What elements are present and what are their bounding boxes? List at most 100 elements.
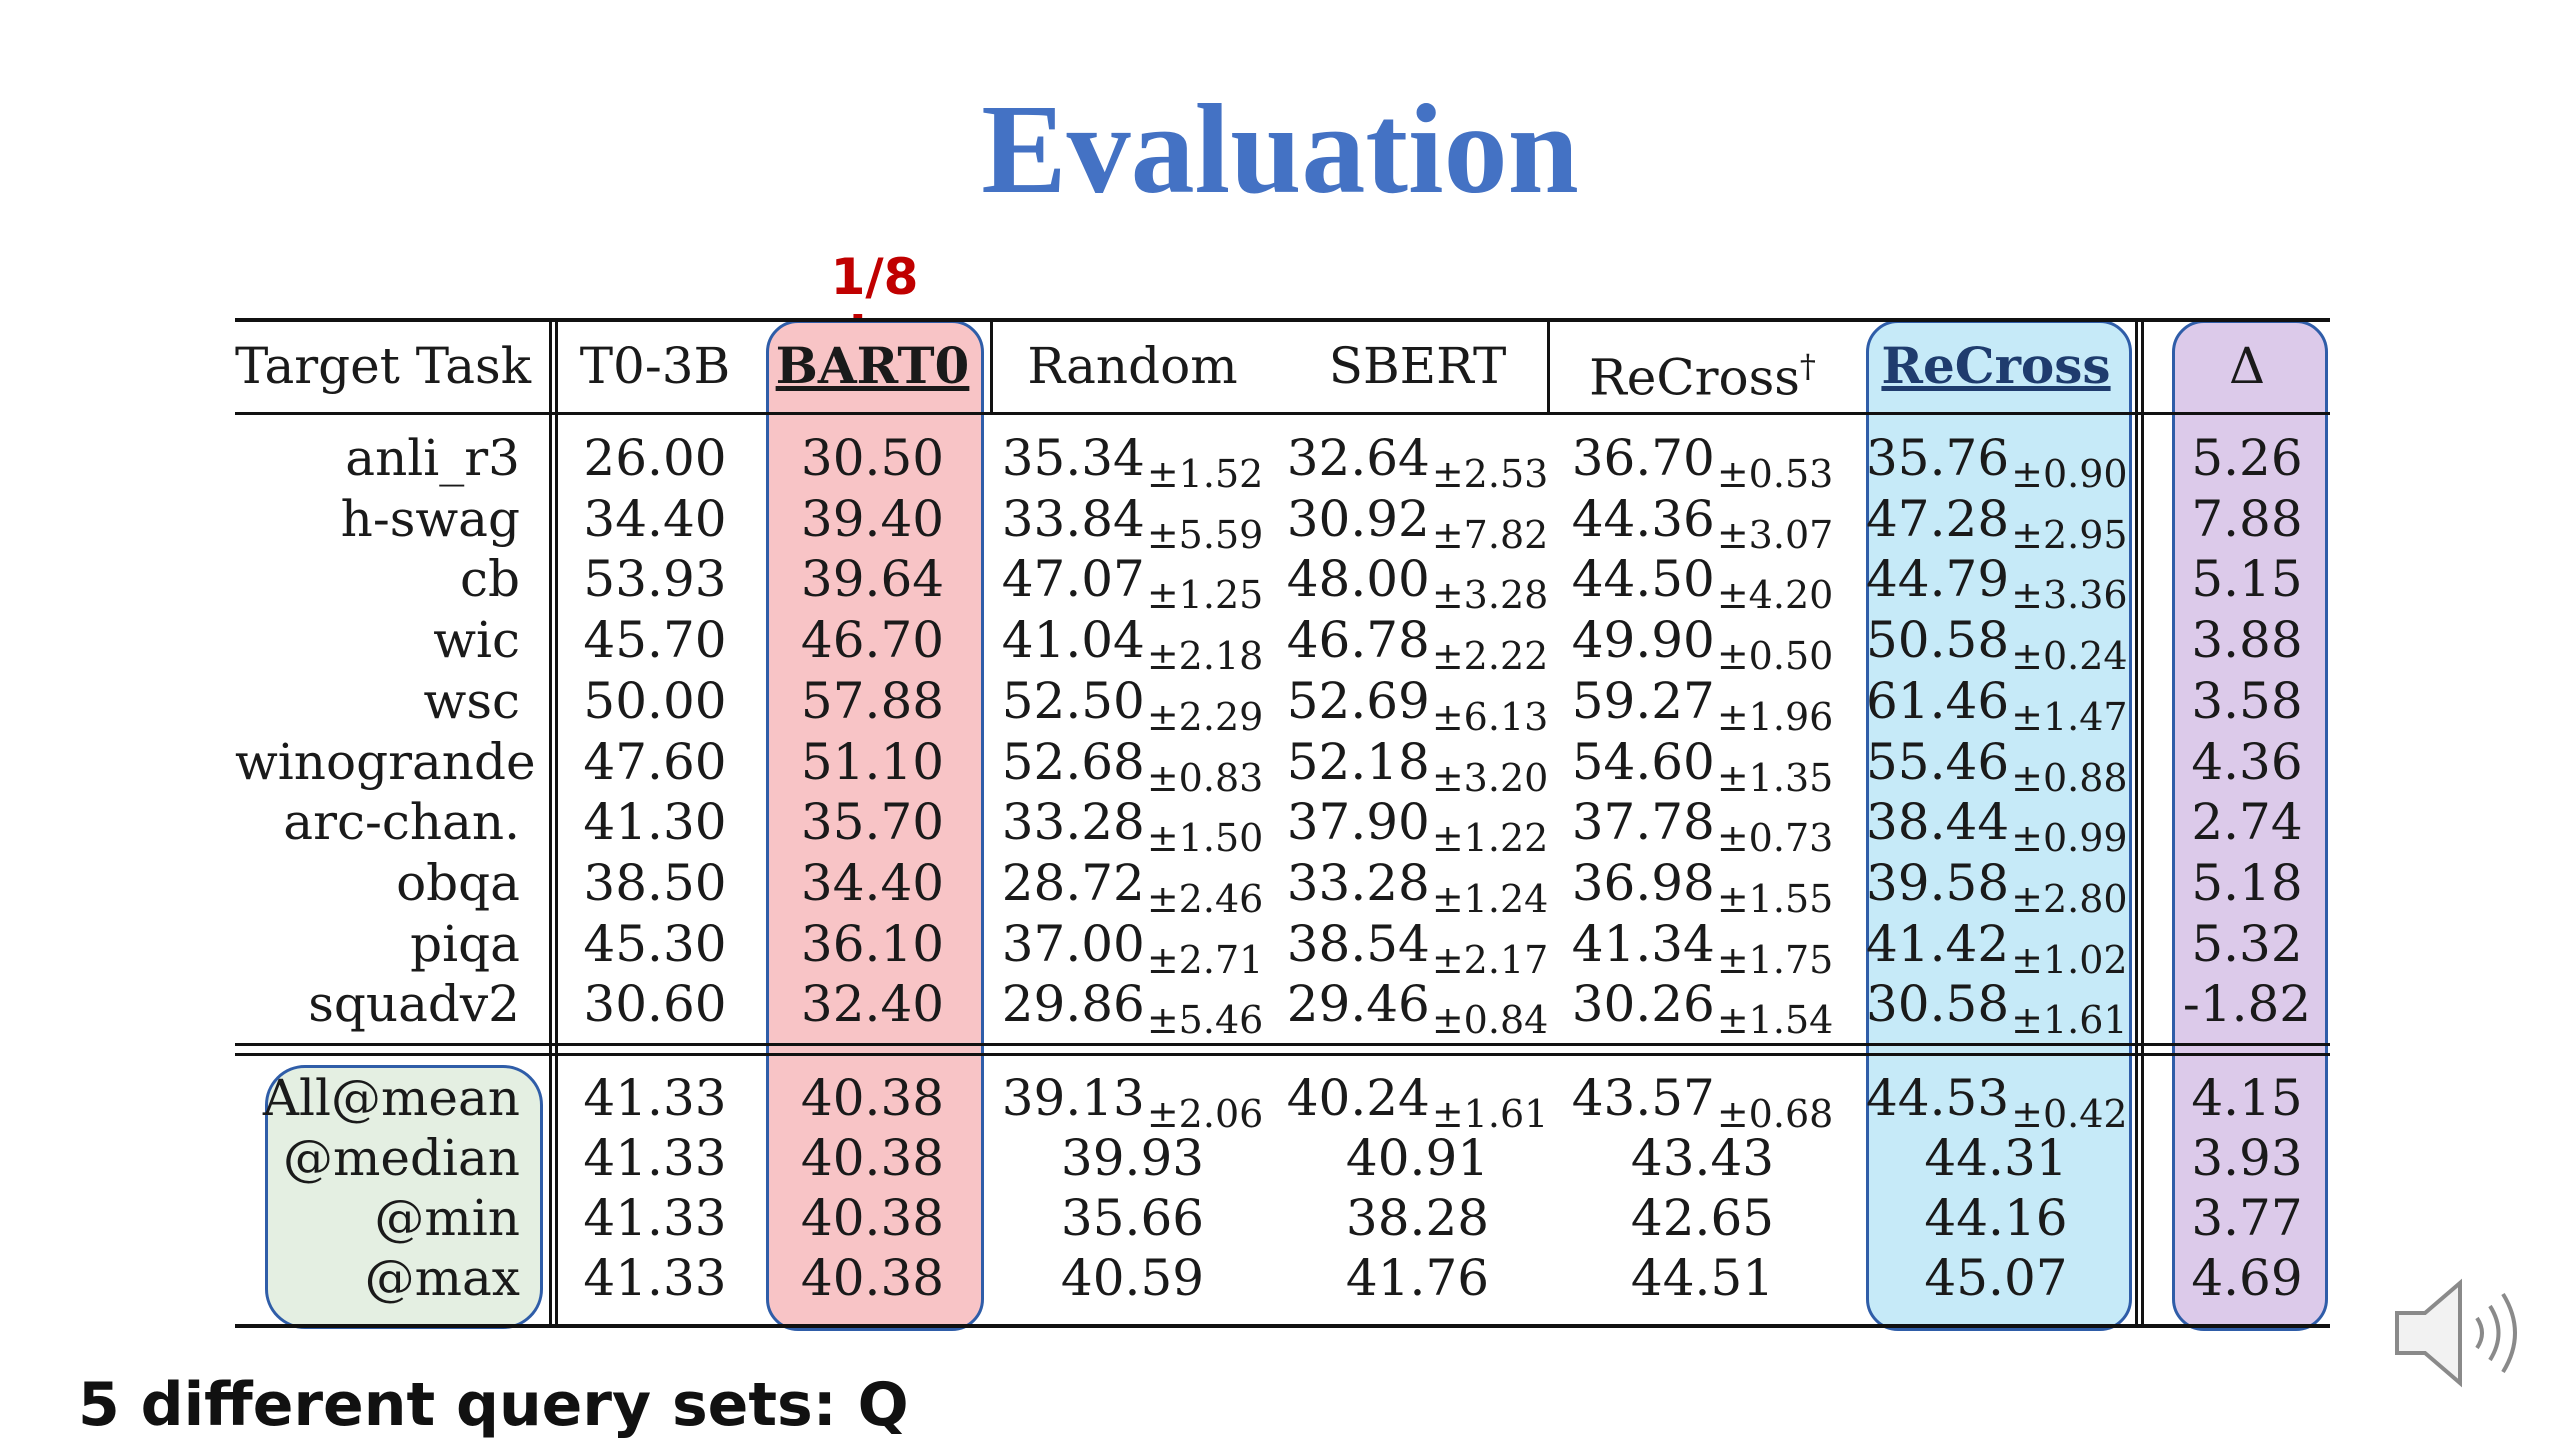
- agg-row-t0: 41.33: [555, 1128, 755, 1188]
- row-bart0: 36.10: [770, 914, 975, 974]
- score-value: 33.28: [1286, 853, 1430, 912]
- header-target-task: Target Task: [235, 337, 531, 395]
- score-value: 55.46: [1866, 732, 2010, 791]
- std-dev: ±3.20: [1431, 755, 1549, 800]
- row-delta: 5.18: [2172, 853, 2322, 913]
- std-dev: ±0.53: [1716, 452, 1834, 496]
- score-value: 47.60: [583, 732, 727, 791]
- score-value: 3.88: [2191, 611, 2303, 670]
- row-t0: 26.00: [555, 428, 755, 488]
- row-recross: 50.58±0.24: [1866, 610, 2128, 678]
- std-dev: ±2.06: [1146, 1092, 1264, 1136]
- score-value: 45.30: [583, 914, 727, 973]
- speaker-icon[interactable]: [2385, 1268, 2545, 1398]
- row-recross-dag: 36.98±1.55: [1560, 853, 1845, 921]
- row-recross-dag: 59.27±1.96: [1560, 671, 1845, 739]
- score-value: 46.70: [800, 611, 945, 670]
- score-value: 39.93: [1060, 1129, 1205, 1187]
- score-value: 35.34: [1001, 429, 1145, 487]
- row-t0: 45.70: [555, 610, 755, 670]
- table-header-rule: [235, 412, 2330, 415]
- task-name: piqa: [410, 914, 520, 973]
- bart0-highlight: [766, 320, 984, 1331]
- score-value: 61.46: [1866, 671, 2010, 730]
- row-sbert: 37.90±1.22: [1280, 792, 1555, 860]
- col-sep-recross-2: [2141, 322, 2144, 1324]
- table-top-rule: [235, 318, 2330, 322]
- agg-row-bart0: 40.38: [770, 1248, 975, 1308]
- std-dev: ±1.54: [1716, 998, 1834, 1043]
- row-recross: 38.44±0.99: [1866, 792, 2128, 860]
- row-random: 52.50±2.29: [995, 671, 1270, 739]
- std-dev: ±0.84: [1431, 998, 1549, 1043]
- score-value: 44.36: [1571, 489, 1715, 548]
- row-random: 33.28±1.50: [995, 792, 1270, 860]
- header-delta: Δ: [2228, 337, 2266, 395]
- task-name: arc-chan.: [283, 793, 520, 852]
- std-dev: ±1.47: [2011, 694, 2128, 739]
- score-value: 39.40: [800, 489, 945, 548]
- std-dev: ±1.35: [1716, 755, 1834, 800]
- score-value: 45.70: [583, 611, 727, 670]
- agg-row-sbert: 40.91: [1280, 1128, 1555, 1188]
- std-dev: ±0.50: [1716, 634, 1834, 679]
- std-dev: ±1.96: [1716, 694, 1834, 739]
- dagger-mark: †: [1799, 347, 1816, 385]
- score-value: 44.53: [1866, 1069, 2010, 1127]
- score-value: 38.54: [1286, 914, 1430, 973]
- score-value: 39.64: [800, 550, 945, 609]
- row-random: 35.34±1.52: [995, 428, 1270, 496]
- score-value: 47.28: [1866, 489, 2010, 548]
- row-random: 37.00±2.71: [995, 914, 1270, 982]
- header-bart0: BART0: [770, 336, 975, 396]
- score-value: 52.50: [1001, 671, 1145, 730]
- row-sbert: 29.46±0.84: [1280, 974, 1555, 1042]
- row-task: piqa: [235, 914, 520, 974]
- std-dev: ±2.71: [1146, 937, 1264, 982]
- row-sbert: 52.18±3.20: [1280, 732, 1555, 800]
- row-random: 29.86±5.46: [995, 974, 1270, 1042]
- score-value: 5.15: [2191, 550, 2303, 609]
- agg-row-recross-dag: 42.65: [1560, 1188, 1845, 1248]
- std-dev: ±1.02: [2011, 937, 2128, 982]
- std-dev: ±2.53: [1431, 452, 1549, 496]
- score-value: 5.18: [2191, 853, 2303, 912]
- row-task: obqa: [235, 853, 520, 913]
- std-dev: ±4.20: [1716, 573, 1834, 618]
- score-value: 40.91: [1345, 1129, 1490, 1187]
- score-value: 5.32: [2191, 914, 2303, 973]
- score-value: 41.33: [583, 1189, 727, 1247]
- score-value: 38.28: [1345, 1189, 1490, 1247]
- score-value: 49.90: [1571, 611, 1715, 670]
- std-dev: ±0.90: [2011, 452, 2128, 496]
- agg-row-recross: 44.16: [1866, 1188, 2126, 1248]
- std-dev: ±1.52: [1146, 452, 1264, 496]
- score-value: 40.24: [1286, 1069, 1430, 1127]
- row-task: squadv2: [235, 974, 520, 1034]
- task-name: anli_r3: [345, 429, 520, 487]
- std-dev: ±2.95: [2011, 512, 2128, 557]
- row-recross-dag: 37.78±0.73: [1560, 792, 1845, 860]
- task-name: wsc: [423, 671, 520, 730]
- agg-row-recross: 44.53±0.42: [1866, 1068, 2128, 1136]
- row-recross-dag: 41.34±1.75: [1560, 914, 1845, 982]
- row-task: wic: [235, 610, 520, 670]
- table-bottom-rule: [235, 1324, 2330, 1328]
- row-sbert: 30.92±7.82: [1280, 489, 1555, 557]
- score-value: 34.40: [583, 489, 727, 548]
- score-value: 32.64: [1286, 429, 1430, 487]
- score-value: 35.76: [1866, 429, 2010, 487]
- row-recross-dag: 49.90±0.50: [1560, 610, 1845, 678]
- std-dev: ±1.61: [1431, 1092, 1549, 1136]
- header-t0: T0-3B: [579, 337, 731, 395]
- score-value: 30.50: [800, 429, 945, 487]
- score-value: 41.42: [1866, 914, 2010, 973]
- row-recross: 35.76±0.90: [1866, 428, 2128, 496]
- agg-row-random: 39.93: [995, 1128, 1270, 1188]
- header-sbert: SBERT: [1328, 337, 1507, 395]
- agg-row-random: 39.13±2.06: [995, 1068, 1270, 1136]
- score-value: 3.58: [2191, 671, 2303, 730]
- score-value: 41.34: [1571, 914, 1715, 973]
- std-dev: ±1.55: [1716, 876, 1834, 921]
- std-dev: ±1.75: [1716, 937, 1834, 982]
